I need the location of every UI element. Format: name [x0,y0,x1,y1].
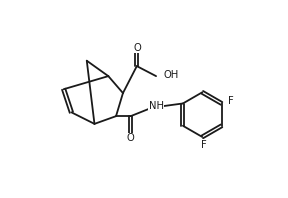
Text: O: O [126,133,134,144]
Text: O: O [134,43,141,53]
Text: F: F [201,140,207,150]
Text: NH: NH [149,101,164,111]
Text: F: F [228,96,234,106]
Text: OH: OH [163,70,178,80]
